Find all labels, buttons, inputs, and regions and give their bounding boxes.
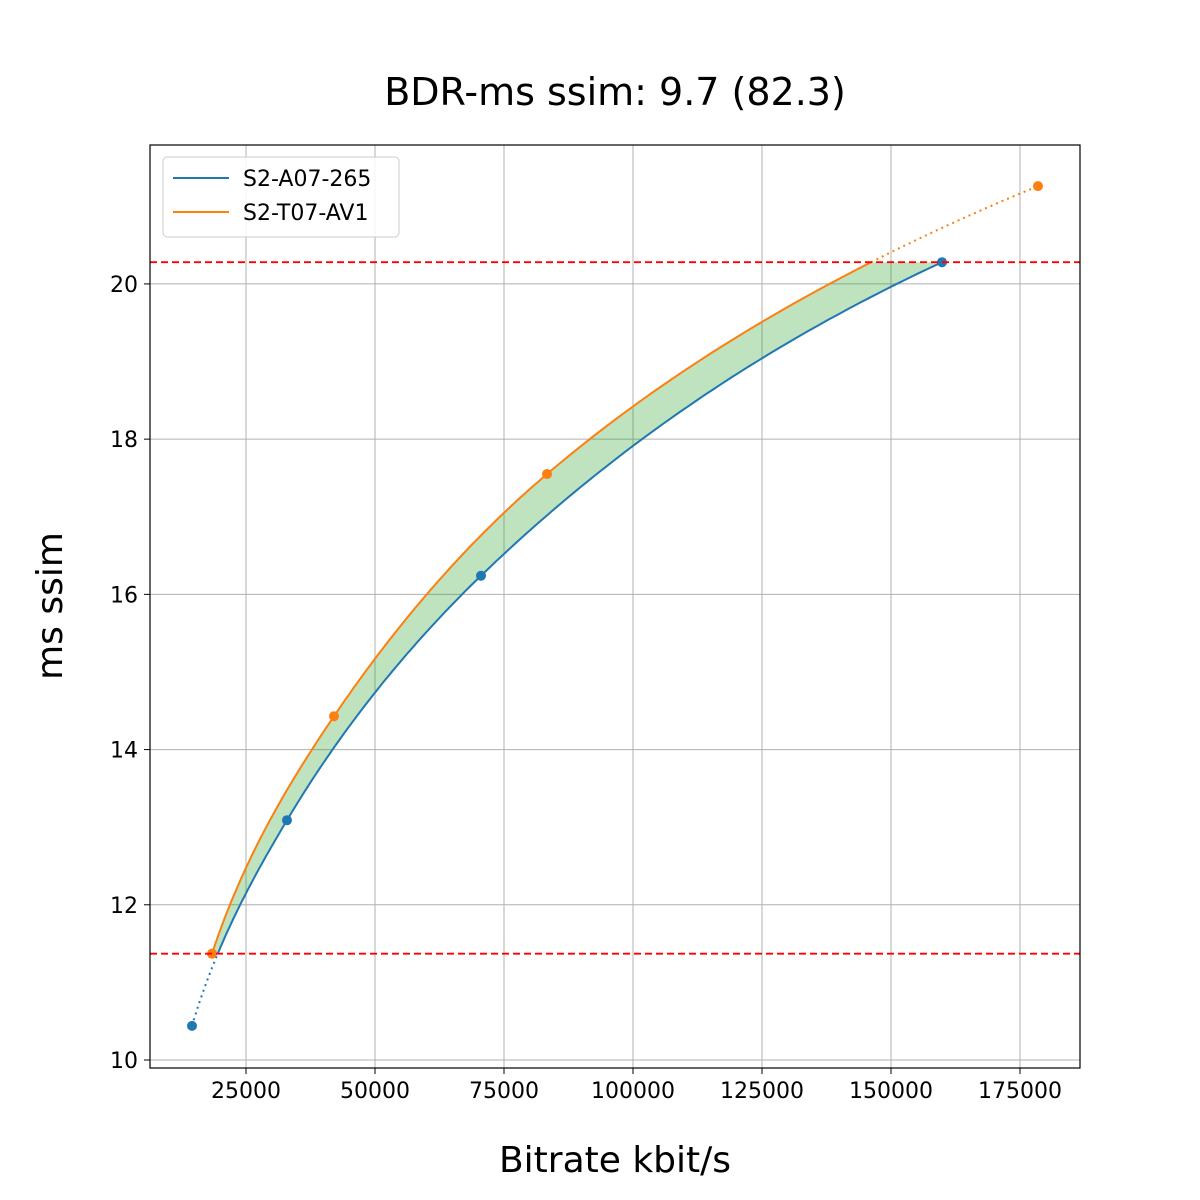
data-point [187, 1020, 198, 1031]
fill-between [212, 262, 942, 954]
grid [150, 145, 1080, 1068]
series-group [187, 181, 1043, 1031]
x-axis-label: Bitrate kbit/s [499, 1140, 731, 1181]
y-tick-label: 10 [110, 1049, 138, 1074]
data-point [329, 711, 339, 722]
fill-area [212, 262, 942, 954]
tick-labels: 25000 50000 75000 100000 125000 150000 175000 1… [110, 273, 1062, 1104]
legend-label-1: S2-T07-AV1 [243, 201, 368, 226]
legend-label-0: S2-A07-265 [243, 167, 371, 192]
series-line [211, 261, 872, 955]
x-tick-label: 25000 [211, 1079, 281, 1104]
y-tick-label: 20 [110, 273, 138, 298]
y-tick-label: 18 [110, 428, 138, 453]
y-tick-label: 16 [110, 583, 138, 608]
data-point [282, 815, 293, 826]
data-point [542, 469, 553, 480]
y-axis-label: ms ssim [30, 532, 71, 680]
data-point [476, 570, 487, 581]
data-point [1032, 181, 1043, 192]
x-tick-label: 100000 [591, 1079, 675, 1104]
x-tick-label: 175000 [978, 1079, 1062, 1104]
series-line-dotted [191, 953, 219, 1027]
data-point [207, 948, 218, 959]
y-tick-label: 12 [110, 894, 138, 919]
series-line-dotted [870, 185, 1039, 264]
plot-frame [149, 144, 1081, 1069]
x-tick-label: 50000 [340, 1079, 410, 1104]
legend: S2-A07-265 S2-T07-AV1 [162, 156, 400, 238]
x-tick-label: 125000 [720, 1079, 804, 1104]
chart-title: BDR-ms ssim: 9.7 (82.3) [384, 70, 846, 114]
y-tick-label: 14 [110, 739, 138, 764]
x-tick-label: 75000 [469, 1079, 539, 1104]
x-tick-label: 150000 [849, 1079, 933, 1104]
reference-lines [150, 261, 1080, 955]
series-line [216, 261, 943, 955]
